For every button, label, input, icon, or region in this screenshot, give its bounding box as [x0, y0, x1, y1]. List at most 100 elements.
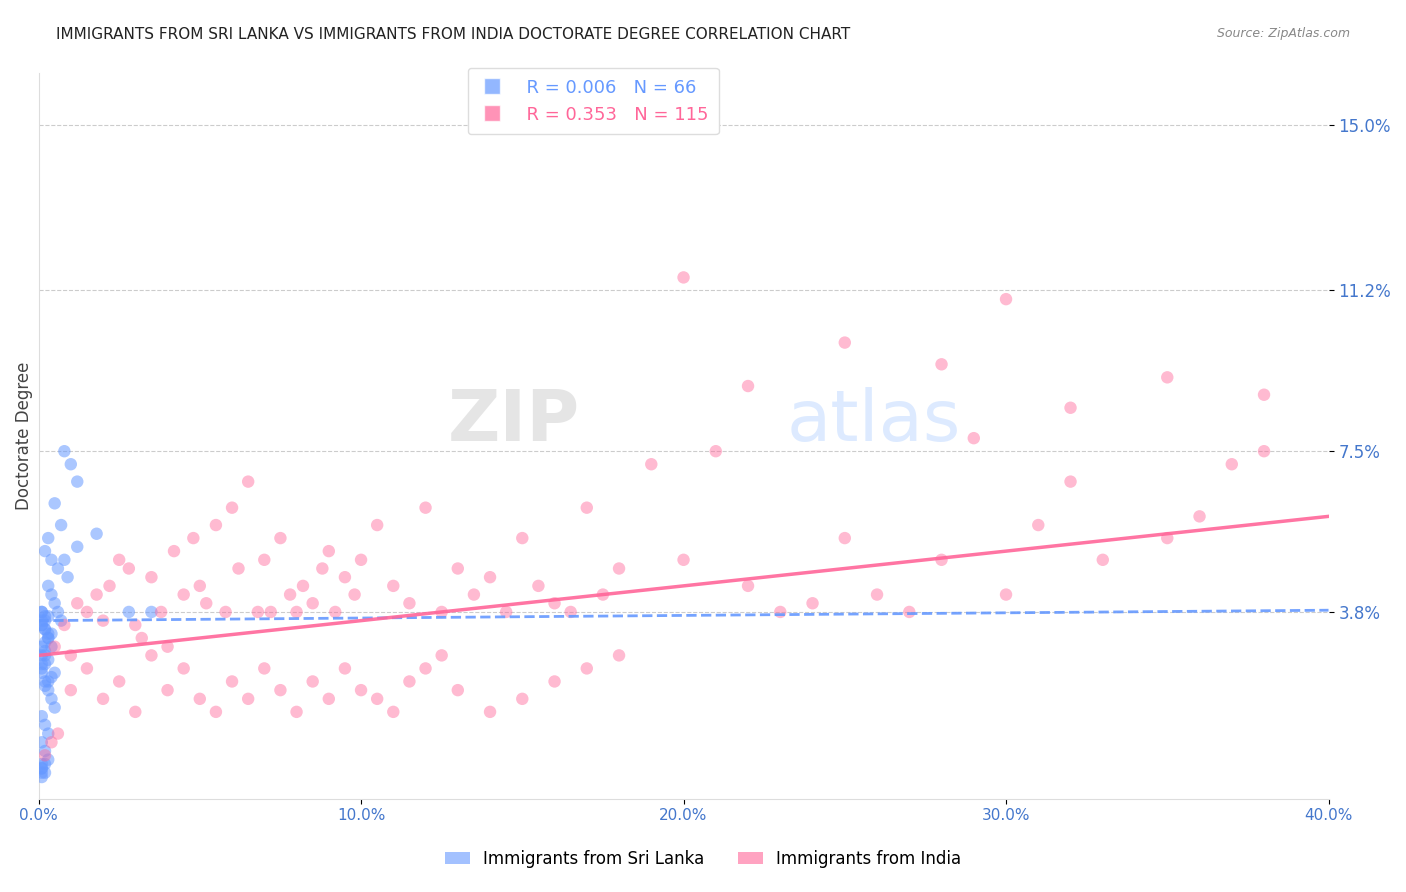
Point: [37, 531, 59, 545]
Point: [382, 705, 405, 719]
Point: [592, 588, 614, 602]
Point: [543, 596, 565, 610]
Point: [41, 588, 63, 602]
Point: [246, 605, 269, 619]
Point: [66, 596, 89, 610]
Point: [31, 657, 53, 671]
Point: [366, 691, 388, 706]
Point: [238, 475, 260, 489]
Point: [141, 648, 163, 663]
Point: [527, 579, 550, 593]
Point: [44, 496, 66, 510]
Point: [131, 631, 153, 645]
Point: [350, 553, 373, 567]
Point: [31, 757, 53, 772]
Point: [41, 735, 63, 749]
Point: [479, 705, 502, 719]
Point: [382, 579, 405, 593]
Point: [34, 644, 56, 658]
Point: [34, 657, 56, 671]
Point: [205, 518, 228, 533]
Point: [430, 648, 453, 663]
Point: [1026, 518, 1049, 533]
Point: [221, 500, 243, 515]
Point: [704, 444, 727, 458]
Point: [41, 553, 63, 567]
Point: [898, 605, 921, 619]
Point: [37, 674, 59, 689]
Point: [350, 683, 373, 698]
Point: [415, 661, 437, 675]
Point: [41, 691, 63, 706]
Point: [260, 605, 283, 619]
Point: [301, 674, 323, 689]
Point: [31, 761, 53, 775]
Point: [1156, 370, 1178, 384]
Point: [510, 691, 533, 706]
Point: [86, 526, 108, 541]
Point: [76, 605, 98, 619]
Point: [44, 596, 66, 610]
Point: [398, 596, 420, 610]
Point: [31, 665, 53, 680]
Point: [124, 618, 146, 632]
Point: [76, 661, 98, 675]
Point: [333, 570, 356, 584]
Point: [543, 674, 565, 689]
Point: [31, 618, 53, 632]
Point: [560, 605, 582, 619]
Point: [343, 588, 366, 602]
Point: [285, 605, 308, 619]
Point: [34, 635, 56, 649]
Legend: Immigrants from Sri Lanka, Immigrants from India: Immigrants from Sri Lanka, Immigrants fr…: [439, 844, 967, 875]
Point: [510, 531, 533, 545]
Point: [53, 553, 76, 567]
Point: [333, 661, 356, 675]
Point: [575, 661, 598, 675]
Point: [34, 674, 56, 689]
Point: [737, 579, 759, 593]
Point: [59, 683, 82, 698]
Point: [31, 709, 53, 723]
Point: [156, 683, 179, 698]
Point: [37, 683, 59, 698]
Point: [37, 631, 59, 645]
Point: [41, 640, 63, 654]
Point: [34, 544, 56, 558]
Point: [195, 596, 218, 610]
Point: [34, 744, 56, 758]
Point: [53, 444, 76, 458]
Point: [108, 674, 131, 689]
Point: [1091, 553, 1114, 567]
Point: [463, 588, 485, 602]
Point: [108, 553, 131, 567]
Y-axis label: Doctorate Degree: Doctorate Degree: [15, 362, 32, 510]
Point: [1059, 401, 1081, 415]
Point: [963, 431, 986, 445]
Point: [447, 683, 470, 698]
Point: [253, 661, 276, 675]
Point: [188, 691, 211, 706]
Point: [37, 631, 59, 645]
Text: IMMIGRANTS FROM SRI LANKA VS IMMIGRANTS FROM INDIA DOCTORATE DEGREE CORRELATION : IMMIGRANTS FROM SRI LANKA VS IMMIGRANTS …: [56, 27, 851, 42]
Point: [607, 648, 630, 663]
Point: [398, 674, 420, 689]
Point: [318, 691, 340, 706]
Point: [607, 561, 630, 575]
Point: [173, 588, 195, 602]
Point: [91, 691, 114, 706]
Point: [1253, 444, 1275, 458]
Point: [34, 748, 56, 763]
Point: [37, 609, 59, 624]
Point: [31, 614, 53, 628]
Point: [37, 653, 59, 667]
Point: [640, 457, 662, 471]
Point: [91, 614, 114, 628]
Point: [801, 596, 824, 610]
Point: [98, 579, 121, 593]
Text: Source: ZipAtlas.com: Source: ZipAtlas.com: [1216, 27, 1350, 40]
Point: [163, 544, 186, 558]
Point: [44, 640, 66, 654]
Point: [221, 674, 243, 689]
Point: [31, 605, 53, 619]
